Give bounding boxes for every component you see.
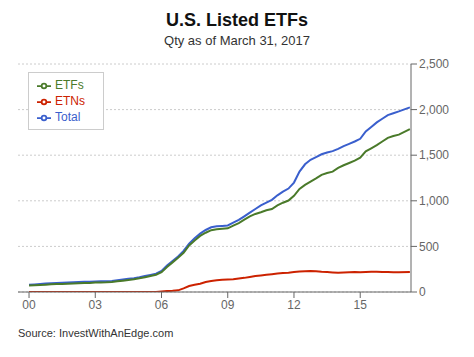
svg-text:09: 09 [221, 298, 235, 312]
svg-text:0: 0 [419, 285, 426, 299]
html-text:Qty as of March 31, 2017: Qty as of March 31, 2017 [164, 33, 310, 48]
svg-text:00: 00 [22, 298, 36, 312]
html-text:Source: InvestWithAnEdge.com: Source: InvestWithAnEdge.com [18, 327, 174, 339]
svg-text:12: 12 [287, 298, 301, 312]
svg-text:2,000: 2,000 [419, 103, 449, 117]
html-text:Total: Total [55, 110, 81, 124]
svg-text:500: 500 [419, 240, 439, 254]
svg-text:1,000: 1,000 [419, 194, 449, 208]
svg-text:03: 03 [89, 298, 103, 312]
html-text:ETNs: ETNs [55, 94, 85, 108]
html-text:ETFs: ETFs [55, 78, 84, 92]
svg-text:15: 15 [354, 298, 368, 312]
svg-text:06: 06 [155, 298, 169, 312]
svg-text:2,500: 2,500 [419, 57, 449, 71]
svg-text:1,500: 1,500 [419, 148, 449, 162]
html-text:U.S. Listed ETFs: U.S. Listed ETFs [166, 10, 308, 30]
